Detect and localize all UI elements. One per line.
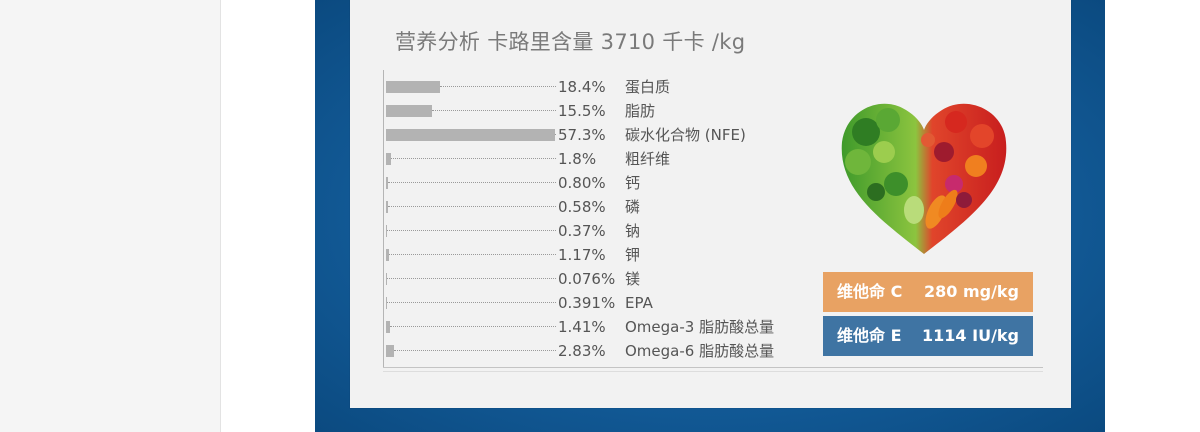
bar-category-label: 磷	[625, 198, 641, 216]
bar-leader-line	[388, 206, 556, 207]
bar	[386, 273, 387, 285]
bar-category-label: 钾	[625, 246, 641, 264]
x-axis-line	[383, 367, 1043, 368]
bar	[386, 81, 440, 93]
bar-category-label: 脂肪	[625, 102, 656, 120]
bar-category-label: 蛋白质	[625, 78, 671, 96]
bar-value-label: 1.41%	[558, 318, 606, 336]
bar-leader-line	[440, 86, 556, 87]
left-sidebar	[0, 0, 221, 432]
bar-category-label: 碳水化合物 (NFE)	[625, 126, 746, 144]
chart-title-main: 营养分析	[395, 30, 481, 54]
bar	[386, 177, 388, 189]
bar-value-label: 1.17%	[558, 246, 606, 264]
bar-category-label: Omega-6 脂肪酸总量	[625, 342, 775, 360]
bar-value-label: 57.3%	[558, 126, 606, 144]
x-axis-shadow-line	[383, 371, 1043, 372]
bar	[386, 225, 387, 237]
bar	[386, 297, 387, 309]
bar-value-label: 2.83%	[558, 342, 606, 360]
bar-leader-line	[394, 350, 556, 351]
bar-category-label: EPA	[625, 294, 653, 312]
bar	[386, 129, 555, 141]
bar-leader-line	[390, 326, 556, 327]
bar-value-label: 1.8%	[558, 150, 597, 168]
vitamin-e-name: 维他命 E	[837, 326, 902, 345]
bar-category-label: 粗纤维	[625, 150, 671, 168]
bar-leader-line	[555, 134, 556, 135]
vitamin-c-name: 维他命 C	[837, 282, 903, 301]
bar-category-label: 镁	[625, 270, 641, 288]
vitamin-e-value: 1114 IU/kg	[922, 326, 1019, 345]
bar-value-label: 0.076%	[558, 270, 616, 288]
bar-category-label: Omega-3 脂肪酸总量	[625, 318, 775, 336]
bar-leader-line	[389, 254, 556, 255]
bar-value-label: 0.37%	[558, 222, 606, 240]
bar	[386, 249, 389, 261]
bar-value-label: 0.391%	[558, 294, 616, 312]
vegetable-heart-icon	[841, 103, 1007, 255]
bar	[386, 345, 394, 357]
bar-value-label: 15.5%	[558, 102, 606, 120]
bar-leader-line	[432, 110, 556, 111]
bar	[386, 105, 432, 117]
bar-leader-line	[387, 278, 556, 279]
vitamin-c-value: 280 mg/kg	[923, 282, 1019, 301]
bar-category-label: 钠	[625, 222, 641, 240]
chart-title: 营养分析 卡路里含量 3710 千卡 /kg	[395, 26, 745, 56]
chart-title-calories: 卡路里含量 3710 千卡 /kg	[487, 30, 746, 54]
bar-leader-line	[388, 182, 556, 183]
bar-leader-line	[387, 302, 556, 303]
bar	[386, 321, 390, 333]
bar-value-label: 0.58%	[558, 198, 606, 216]
bar-value-label: 18.4%	[558, 78, 606, 96]
bar	[386, 201, 388, 213]
vitamin-c-badge: 维他命 C 280 mg/kg	[823, 272, 1033, 312]
y-axis-line	[383, 70, 384, 368]
vitamin-e-badge: 维他命 E 1114 IU/kg	[823, 316, 1033, 356]
bar-value-label: 0.80%	[558, 174, 606, 192]
bar-category-label: 钙	[625, 174, 641, 192]
bar-leader-line	[387, 230, 556, 231]
bar-leader-line	[391, 158, 556, 159]
bar	[386, 153, 391, 165]
